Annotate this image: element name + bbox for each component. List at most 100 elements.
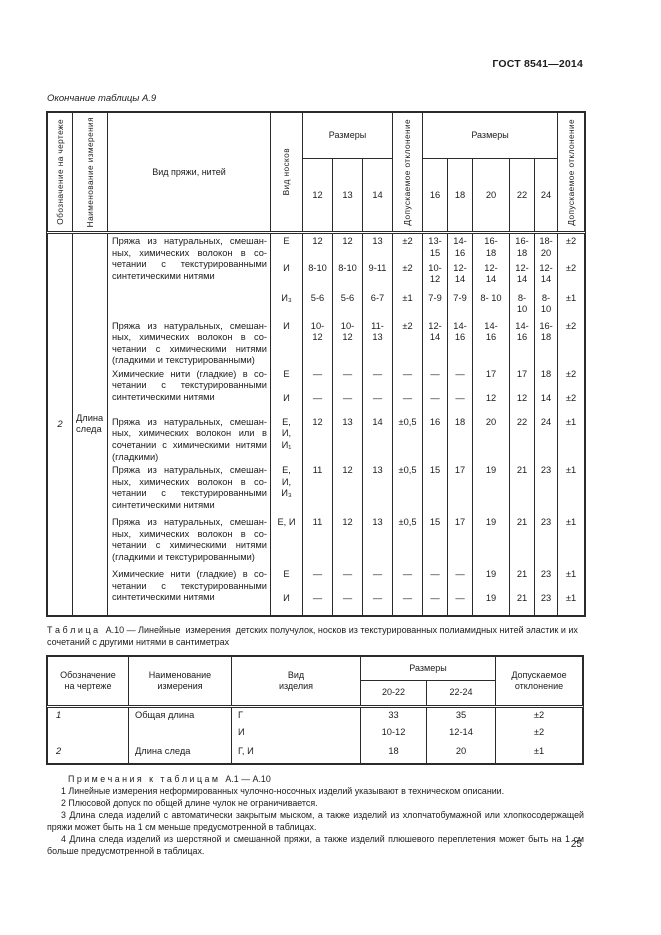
value-cell: ±1	[392, 290, 424, 319]
value-cell: 14- 16	[509, 318, 536, 367]
size-col-22: 22	[509, 158, 536, 234]
notes-title: П р и м е ч а н и я к т а б л и ц а м А.…	[68, 773, 271, 784]
sock-type: Е	[270, 232, 303, 261]
value-cell: ±0,5	[392, 463, 424, 516]
value-cell: 13	[361, 515, 394, 568]
table-row: Химические нити (гладкие) в со­четании с…	[48, 567, 586, 616]
value-cell: 20	[472, 414, 511, 464]
value-cell: —	[332, 390, 363, 415]
note-item-3: 3 Длина следа изделий с автоматически за…	[47, 809, 584, 832]
item-type: И	[231, 725, 361, 745]
value-cell: 8-10	[302, 260, 333, 291]
value-cell: ±2	[392, 318, 424, 367]
table-row: 1 Общая длина Г 33 35 ±2	[47, 706, 583, 726]
value-cell: —	[422, 390, 449, 415]
table-row: Пряжа из натуральных, смешан­ных, химиче…	[48, 318, 586, 367]
table-a10-caption: Т а б л и ц а А.10 — Линейные измерения …	[47, 624, 581, 648]
value-cell: 21	[509, 567, 536, 592]
value-cell: 14- 16	[447, 318, 474, 367]
sock-type: Е, И	[270, 515, 303, 568]
table-row: 2 Длина следа Пряжа из натуральных, смешан…	[47, 232, 586, 616]
table-row: Пряжа из натуральных, смешан­ных, химиче…	[48, 414, 586, 464]
header-mark-column: Обозначение на чертеже	[47, 112, 73, 234]
value-cell: 13	[361, 232, 394, 261]
measurement-name: Длина следа	[128, 744, 232, 764]
header-measure-column: Наименование измерения	[72, 112, 108, 234]
item-type: Г	[231, 706, 361, 726]
yarn-description: Пряжа из натуральных, смешан­ных, химиче…	[107, 414, 271, 464]
value-cell: 21	[509, 463, 536, 516]
page-number: 25	[570, 839, 582, 850]
sock-type: И	[270, 390, 303, 415]
item-type: Г, И	[231, 744, 361, 764]
value-cell: 16- 18	[534, 318, 559, 367]
a10-size-col-20-22: 20-22	[360, 680, 427, 708]
value-cell: 10- 12	[302, 318, 333, 367]
a10-size-col-22-24: 22-24	[426, 680, 496, 708]
value-cell: —	[361, 390, 394, 415]
value-cell: 14- 16	[472, 318, 511, 367]
measurement-name	[128, 725, 232, 745]
yarn-description: Пряжа из натуральных, смешан­ных, химиче…	[107, 232, 271, 319]
drawing-mark	[47, 725, 129, 745]
value-cell: 33	[360, 706, 427, 726]
value-cell: 10- 12	[332, 318, 363, 367]
value-cell: 12- 14	[534, 260, 559, 291]
value-cell: 18- 20	[534, 232, 559, 261]
value-cell: —	[332, 366, 363, 391]
value-cell: 14	[534, 390, 559, 415]
table-a10: Обозначение на чертеже Наименование изме…	[46, 654, 584, 765]
value-cell: —	[361, 591, 394, 616]
table-row: Пряжа из натуральных, смешан­ных, химиче…	[48, 463, 586, 516]
sock-type: Е	[270, 366, 303, 391]
table-row: Химические нити (гладкие) в со­четании с…	[48, 366, 586, 415]
value-cell: 23	[534, 463, 559, 516]
value-cell: 21	[509, 515, 536, 568]
value-cell: 12	[332, 232, 363, 261]
value-cell: 16- 18	[472, 232, 511, 261]
value-cell: 23	[534, 591, 559, 616]
value-cell: 24	[534, 414, 559, 464]
drawing-mark: 2	[47, 232, 73, 616]
value-cell: —	[392, 567, 424, 592]
value-cell: —	[361, 567, 394, 592]
measurement-name: Длина следа	[72, 232, 108, 616]
value-cell: 9-11	[361, 260, 394, 291]
table-row: И — — — — — —19 21 23 ±1	[48, 591, 586, 616]
note-item-4: 4 Длина следа изделий из шерстяной и сме…	[47, 833, 584, 856]
value-cell: 12	[302, 414, 333, 464]
value-cell: 13	[332, 414, 363, 464]
value-cell: 12- 14	[447, 260, 474, 291]
value-cell: 20	[426, 744, 496, 764]
table-a10-body: 1 Общая длина Г 33 35 ±2 И 10-12 12-14 ±2 2 Длина с…	[47, 706, 583, 764]
table-row: И₃ 5-6 5-6 6-7 ±1 7-9 7-9 8- 10 8- 10 8- 10 ±1	[48, 290, 586, 319]
value-cell: 11- 13	[361, 318, 394, 367]
value-cell: 13- 15	[422, 232, 449, 261]
measurement-name: Общая длина	[128, 706, 232, 726]
value-cell: ±1	[557, 515, 586, 568]
header-sock-type-column: Вид носков	[270, 112, 303, 234]
value-cell: 8-10	[332, 260, 363, 291]
sock-type: И	[270, 260, 303, 291]
value-cell: 22	[509, 414, 536, 464]
table-a9-caption: Окончание таблицы А.9	[47, 93, 157, 104]
header-sizes-group-1: Размеры	[301, 112, 394, 159]
value-cell: 7-9	[447, 290, 474, 319]
value-cell: ±2	[392, 260, 424, 291]
note-item-1: 1 Линейные измерения неформированных чул…	[61, 785, 505, 796]
value-cell: 11	[302, 463, 333, 516]
yarn-description: Пряжа из натуральных, смешан­ных, химиче…	[107, 515, 271, 568]
value-cell: ±1	[557, 463, 586, 516]
value-cell: 12	[509, 390, 536, 415]
value-cell: 19	[472, 515, 511, 568]
page-content: Обозначение на чертеже Наименование изме…	[45, 111, 587, 857]
value-cell: 12- 14	[422, 318, 449, 367]
notes-block: П р и м е ч а н и я к т а б л и ц а м А.…	[47, 773, 584, 857]
value-cell: 5-6	[332, 290, 363, 319]
tolerance-cell: ±2	[495, 706, 583, 726]
value-cell: 18	[447, 414, 474, 464]
value-cell: ±2	[557, 366, 586, 391]
value-cell: 12	[332, 515, 363, 568]
value-cell: —	[447, 366, 474, 391]
value-cell: —	[392, 366, 424, 391]
